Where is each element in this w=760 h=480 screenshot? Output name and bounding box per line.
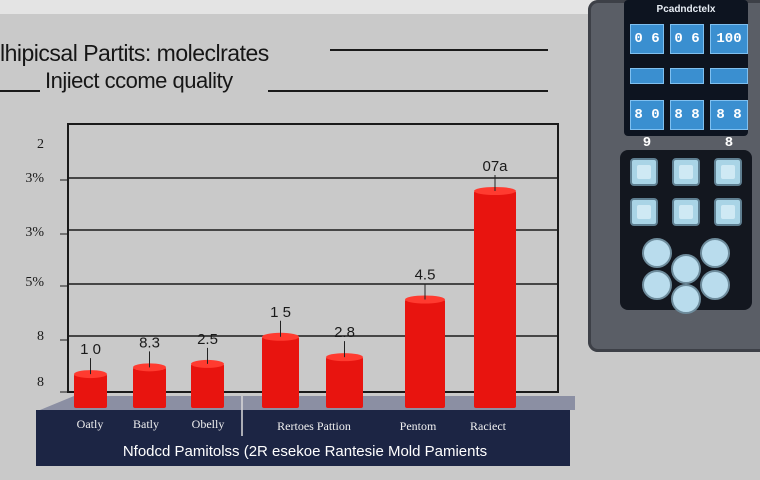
data-label: 2.5 [197, 331, 218, 348]
lcd-cell: 0 6 [670, 24, 704, 54]
chart-title: lhipicsal Partits: moleclrates [0, 40, 269, 66]
y-tick-label: 8 [37, 329, 44, 344]
category-label: Oatly [77, 417, 104, 431]
keypad-button[interactable] [672, 198, 700, 226]
keypad-button[interactable] [672, 158, 700, 186]
keypad-button[interactable] [714, 158, 742, 186]
data-label: 2.8 [334, 324, 355, 341]
data-label: 4.5 [415, 267, 436, 284]
subtitle-rule-left [0, 90, 40, 92]
y-tick-label: 3% [25, 225, 44, 240]
group-label: Pentom [400, 419, 437, 433]
device-screen: Pcadndctelx 0 6 0 6 100 8 0 9 8 8 8 8 8 [624, 0, 748, 151]
bar [191, 363, 224, 408]
bar [474, 191, 516, 408]
lcd-cell: 100 [710, 24, 748, 54]
subtitle-rule-right [268, 90, 548, 92]
lcd-cell: 8 8 [670, 100, 704, 130]
bar [133, 367, 166, 408]
data-label: 1 0 [80, 341, 101, 358]
bar-chart: 2 3% 3% 5% 8 8 1 0 8.3 2.5 1 5 2.8 4.5 07a Oatly Batly… [25, 123, 575, 466]
bar [262, 336, 299, 408]
data-label: 8.3 [139, 334, 160, 351]
keypad-button[interactable] [630, 198, 658, 226]
lcd-cell: 8 0 9 [630, 100, 664, 151]
category-label: Obelly [192, 417, 225, 431]
lcd-small-cell [710, 68, 748, 84]
y-tick-label: 5% [25, 275, 44, 290]
category-label: Batly [133, 417, 159, 431]
y-tick-label: 3% [25, 171, 44, 186]
dpad-button-center[interactable] [671, 254, 701, 284]
dpad-button-up-right[interactable] [700, 238, 730, 268]
bar [326, 357, 363, 408]
data-label: 1 5 [270, 304, 291, 321]
lcd-small-cell [670, 68, 704, 84]
keypad-button[interactable] [714, 198, 742, 226]
top-strip [0, 0, 600, 14]
dpad-button-down-left[interactable] [642, 270, 672, 300]
dpad-button-down-right[interactable] [700, 270, 730, 300]
bar [405, 299, 445, 408]
dpad-button-up-left[interactable] [642, 238, 672, 268]
y-tick-label: 8 [37, 375, 44, 390]
y-tick-label: 2 [37, 137, 44, 152]
lcd-cell: 8 8 8 [710, 100, 748, 151]
chart-subtitle: Injiect ccome quality [45, 68, 233, 93]
group-label: Raciect [470, 419, 507, 433]
data-label: 07a [482, 158, 508, 175]
chart-footer: Nfodcd Pamitolss (2R esekoe Rantesie Mol… [123, 443, 487, 460]
bar [74, 374, 107, 408]
dpad-button-down[interactable] [671, 284, 701, 314]
device-screen-title: Pcadndctelx [656, 4, 716, 15]
group-label: Rertoes Pattion [277, 419, 351, 433]
device-keypad [620, 150, 752, 314]
device-panel: Pcadndctelx 0 6 0 6 100 8 0 9 8 8 8 8 8 [588, 0, 760, 352]
lcd-cell: 0 6 [630, 24, 664, 54]
lcd-small-cell [630, 68, 664, 84]
platform-front [36, 410, 570, 466]
title-rule [330, 49, 548, 51]
keypad-button[interactable] [630, 158, 658, 186]
